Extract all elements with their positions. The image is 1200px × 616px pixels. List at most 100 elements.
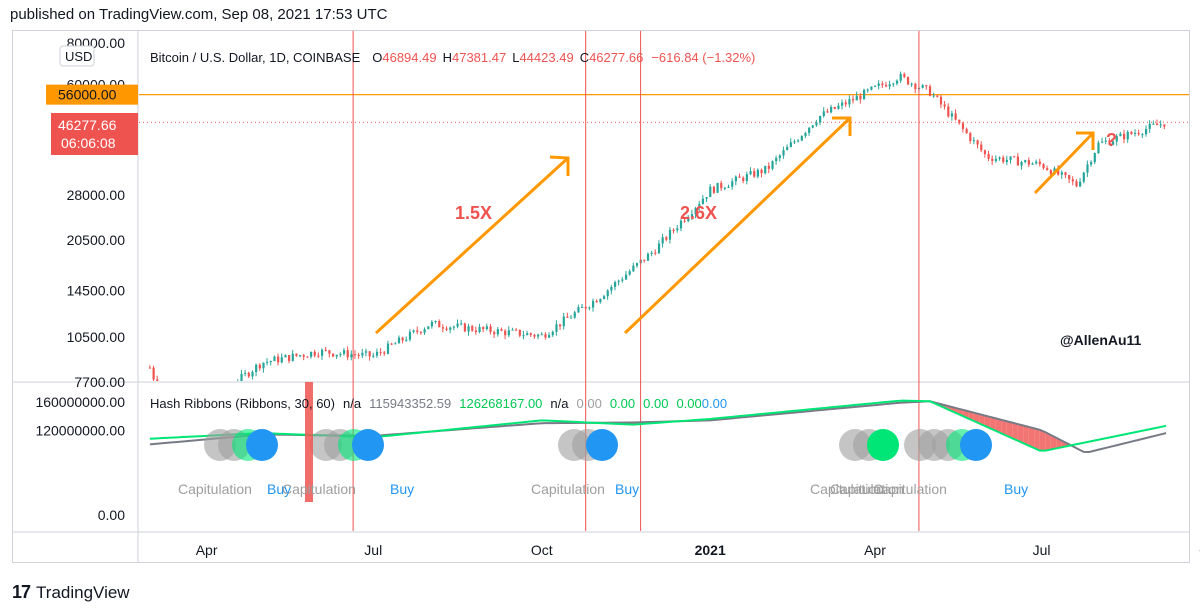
- candle: [961, 121, 965, 133]
- author-label: @AllenAu11: [1060, 332, 1142, 348]
- candle: [712, 185, 716, 195]
- candle: [1115, 134, 1118, 146]
- capitulation-label: Capitulation: [531, 481, 605, 497]
- candle: [800, 135, 803, 142]
- candle: [782, 146, 785, 159]
- candle: [533, 333, 536, 339]
- capitulation-fill: [995, 418, 1002, 434]
- candle: [562, 312, 565, 330]
- candle: [621, 276, 624, 283]
- candle: [1119, 131, 1122, 137]
- candle: [1046, 165, 1049, 171]
- candle: [467, 323, 470, 336]
- growth-arrow-3: [1033, 131, 1095, 195]
- candle: [932, 92, 935, 98]
- candle: [910, 82, 913, 87]
- currency-badge: [59, 45, 95, 67]
- candle: [295, 353, 298, 358]
- candle: [1009, 156, 1012, 164]
- candle: [873, 85, 877, 88]
- price-tick-label: 20500.00: [67, 232, 126, 248]
- candle: [936, 94, 939, 98]
- candle: [361, 348, 364, 359]
- capitulation-label: Capitulation: [873, 481, 947, 497]
- candle: [958, 119, 961, 125]
- candle: [687, 214, 690, 223]
- candle: [430, 319, 434, 329]
- capitulation-fill: [1006, 421, 1013, 439]
- candle: [903, 72, 906, 79]
- candle: [1159, 120, 1162, 129]
- candle: [705, 197, 708, 203]
- candle: [471, 324, 474, 332]
- candle: [895, 79, 899, 86]
- candle: [738, 173, 741, 178]
- candle: [577, 304, 580, 313]
- candle: [493, 330, 496, 338]
- candle: [482, 326, 485, 333]
- candle: [386, 340, 390, 355]
- candle: [786, 144, 789, 151]
- candle: [233, 383, 235, 388]
- candle: [859, 93, 862, 104]
- indicator-legend[interactable]: Hash Ribbons (Ribbons, 30, 60) n/a 1159433…: [150, 396, 727, 411]
- candle: [980, 141, 983, 153]
- candle: [156, 375, 159, 381]
- chart-frame[interactable]: [12, 30, 1190, 563]
- time-tick-label: 2021: [695, 542, 726, 558]
- candle: [320, 348, 324, 360]
- candle: [906, 76, 910, 86]
- price-scale[interactable]: 80000.0060000.0028000.0020500.0014500.00…: [67, 35, 126, 390]
- candle: [266, 358, 269, 366]
- candle: [540, 332, 543, 336]
- capitulation-label: Capitulation: [178, 481, 252, 497]
- candle: [1027, 157, 1030, 168]
- candle: [789, 138, 792, 148]
- candle: [182, 416, 184, 422]
- buy-label: Buy: [615, 481, 639, 497]
- candle: [643, 259, 646, 263]
- candle: [742, 176, 745, 184]
- candle: [599, 298, 602, 304]
- candle: [606, 289, 609, 300]
- low-value: 44423.49: [519, 50, 573, 65]
- price-tick-label: 14500.00: [67, 282, 126, 298]
- candle: [928, 84, 932, 97]
- candle: [775, 155, 778, 165]
- candle: [148, 365, 152, 369]
- candle: [507, 326, 510, 338]
- capitulation-fill: [1050, 434, 1057, 450]
- candle: [291, 350, 294, 362]
- candle: [515, 328, 518, 331]
- candle: [1108, 137, 1111, 146]
- candle: [262, 362, 265, 373]
- candle: [394, 342, 397, 345]
- change-value: −616.84 (−1.32%): [651, 50, 755, 65]
- time-tick-label: Apr: [864, 542, 886, 558]
- symbol-legend[interactable]: Bitcoin / U.S. Dollar, 1D, COINBASE O4689…: [150, 50, 755, 65]
- candle: [1144, 125, 1148, 137]
- candle: [661, 233, 664, 248]
- candle: [1148, 120, 1151, 133]
- candle: [1013, 155, 1016, 158]
- candle: [1075, 179, 1078, 188]
- time-axis[interactable]: AprJulOct2021AprJulOct: [196, 542, 1200, 558]
- candle: [416, 326, 419, 335]
- candle: [452, 325, 456, 331]
- candle: [602, 294, 606, 300]
- candle: [441, 324, 445, 333]
- indicator-scale[interactable]: 160000000.00 120000000.00 0.00: [35, 394, 125, 523]
- candle: [383, 350, 386, 356]
- indicator-tick-label: 0.00: [98, 507, 125, 523]
- published-caption: published on TradingView.com, Sep 08, 20…: [10, 6, 388, 23]
- candle: [427, 326, 430, 330]
- candle: [760, 168, 763, 178]
- candle: [346, 346, 349, 361]
- candle: [884, 81, 888, 88]
- currency-label: USD: [65, 49, 92, 64]
- footer-brand[interactable]: 17 TradingView: [12, 582, 130, 603]
- candle: [679, 219, 683, 232]
- candle: [1024, 159, 1027, 164]
- svg-text:Hash Ribbons (Ribbons, 30, 60): Hash Ribbons (Ribbons, 30, 60) n/a 1159433…: [150, 396, 727, 411]
